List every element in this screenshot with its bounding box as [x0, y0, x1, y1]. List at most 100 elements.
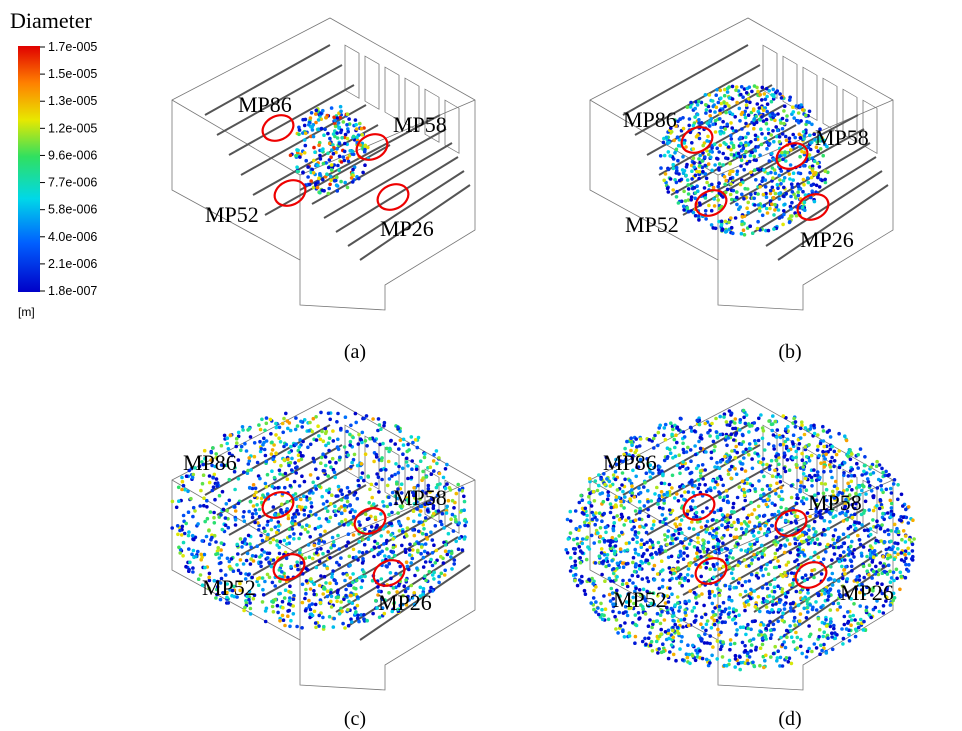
particle — [758, 185, 762, 189]
particle — [252, 483, 256, 487]
particle — [734, 654, 738, 658]
particle — [288, 584, 292, 588]
particle — [765, 95, 769, 99]
particle — [756, 145, 760, 149]
particle — [294, 428, 298, 432]
particle — [682, 205, 686, 209]
particle — [633, 548, 637, 552]
particle — [713, 465, 717, 469]
particle — [798, 619, 802, 623]
particle — [716, 639, 720, 643]
particle — [782, 466, 786, 470]
particle — [859, 543, 863, 547]
particle — [394, 572, 398, 576]
particle — [349, 594, 353, 598]
particle — [310, 125, 314, 129]
particle — [425, 533, 429, 537]
particle — [350, 620, 354, 624]
particle — [677, 632, 681, 636]
particle — [734, 216, 738, 220]
particle — [889, 529, 893, 533]
particle — [714, 130, 718, 134]
particle — [573, 551, 577, 555]
particle — [278, 552, 282, 556]
particle — [810, 176, 814, 180]
particle — [719, 132, 723, 136]
particle — [410, 584, 414, 588]
particle — [745, 91, 749, 95]
particle — [780, 490, 784, 494]
particle — [684, 199, 688, 203]
particle — [669, 542, 673, 546]
particle — [351, 601, 355, 605]
particle — [806, 610, 810, 614]
particle — [716, 185, 720, 189]
particle — [647, 636, 651, 640]
particle — [677, 499, 681, 503]
particle — [715, 461, 719, 465]
particle — [672, 572, 676, 576]
particle — [693, 107, 697, 111]
particle — [793, 136, 797, 140]
particle — [792, 640, 796, 644]
particle — [879, 527, 883, 531]
particle — [416, 446, 420, 450]
particle — [705, 181, 709, 185]
particle — [255, 503, 259, 507]
particle — [248, 427, 252, 431]
particle — [304, 159, 308, 163]
particle — [202, 504, 206, 508]
particle — [286, 458, 290, 462]
particle — [691, 654, 695, 658]
particle — [704, 450, 708, 454]
particle — [748, 225, 752, 229]
particle — [334, 125, 338, 129]
particle — [378, 423, 382, 427]
particle — [701, 170, 705, 174]
particle — [431, 538, 435, 542]
particle — [413, 542, 417, 546]
particle — [701, 159, 705, 163]
particle — [336, 412, 340, 416]
particle — [264, 620, 268, 624]
particle — [794, 631, 798, 635]
particle — [747, 430, 751, 434]
particle — [630, 488, 634, 492]
particle — [332, 439, 336, 443]
particle — [398, 522, 402, 526]
particle — [182, 484, 186, 488]
particle — [257, 583, 261, 587]
particle — [264, 454, 268, 458]
particle — [815, 184, 819, 188]
particle — [808, 515, 812, 519]
particle — [358, 550, 362, 554]
particle — [682, 127, 686, 131]
particle — [294, 515, 298, 519]
particle — [716, 628, 720, 632]
particle — [293, 461, 297, 465]
particle — [805, 599, 809, 603]
particle — [324, 427, 328, 431]
particle — [692, 211, 696, 215]
particle — [419, 586, 423, 590]
particle — [327, 192, 331, 196]
particle — [826, 598, 830, 602]
particle — [329, 502, 333, 506]
particle — [774, 420, 778, 424]
particle — [675, 181, 679, 185]
particle — [311, 481, 315, 485]
particle — [783, 150, 787, 154]
particle — [262, 437, 266, 441]
particle — [242, 470, 246, 474]
particle — [656, 651, 660, 655]
particle — [419, 459, 423, 463]
particle — [708, 634, 712, 638]
particle — [339, 131, 343, 135]
particle — [725, 123, 729, 127]
particle — [816, 445, 820, 449]
particle — [727, 473, 731, 477]
particle — [875, 519, 879, 523]
particle — [756, 452, 760, 456]
particle — [181, 480, 185, 484]
particle — [261, 576, 265, 580]
